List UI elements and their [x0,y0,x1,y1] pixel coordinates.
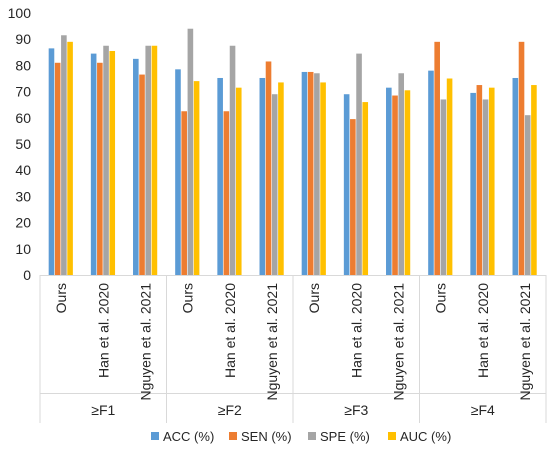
x-tick-label: Han et al. 2020 [222,283,238,378]
bar [181,111,187,275]
bar [133,58,139,275]
bar [278,82,284,276]
bar [531,85,537,275]
bar [175,69,181,275]
x-tick-label: Nguyen et al. 2021 [137,283,153,401]
bar [301,71,308,275]
x-tick-label: Ours [53,283,69,313]
legend-swatch [151,432,159,440]
bar [314,73,320,275]
legend-swatch [388,432,396,440]
bar [362,102,369,275]
bar [151,45,158,275]
x-tick-label: Han et al. 2020 [475,283,491,378]
bar [524,115,531,276]
x-tick-label: Ours [433,283,449,313]
y-tick-label: 10 [15,241,31,257]
y-tick-label: 60 [15,110,31,126]
bar [404,90,411,275]
bar [103,45,109,275]
bar [48,48,55,276]
bar [97,62,103,275]
legend-label: AUC (%) [400,429,451,444]
y-tick-label: 0 [23,267,31,283]
x-tick-label: Han et al. 2020 [95,283,111,378]
y-tick-label: 90 [15,31,31,47]
legend: ACC (%) SEN (%) SPE (%) AUC (%) [151,429,451,444]
bar [482,99,489,276]
y-tick-label: 70 [15,84,31,100]
bar [434,41,440,275]
y-tick-label: 80 [15,57,31,73]
bar [271,94,278,275]
bar [470,92,476,275]
x-tick-label: Nguyen et al. 2021 [264,283,280,401]
bar [356,53,362,275]
bar [512,77,519,275]
bar [235,87,242,275]
group-label: ≥F2 [218,402,242,418]
legend-label: SEN (%) [241,429,292,444]
legend-swatch [229,432,237,440]
x-axis: Ours Han et al. 2020 Nguyen et al. 2021 Our… [39,275,547,423]
bar [386,87,392,275]
bar [90,53,97,275]
y-tick-label: 40 [15,162,31,178]
x-tick-label: Nguyen et al. 2021 [390,283,406,401]
bar [193,81,200,276]
legend-label: SPE (%) [320,429,370,444]
bar [145,45,152,275]
y-axis: 0 10 20 30 40 50 60 70 80 90 100 [8,5,32,283]
bar [343,94,350,275]
bar [61,35,67,275]
x-tick-label: Ours [180,283,196,313]
x-tick-label: Nguyen et al. 2021 [517,283,533,401]
bar [259,77,266,275]
y-tick-label: 100 [8,5,32,21]
bar [476,85,483,275]
group-label: ≥F4 [471,402,495,418]
bar [223,111,230,275]
legend-swatch [308,432,316,440]
bar [307,71,314,275]
bar [54,62,61,275]
bar [320,82,326,276]
bar [217,77,223,275]
y-tick-label: 30 [15,188,31,204]
bar [488,87,495,275]
bar [428,70,434,275]
bar [265,61,272,275]
legend-label: ACC (%) [163,429,214,444]
bar [446,78,453,275]
bar [518,41,525,275]
bar [67,41,73,275]
bars [48,28,537,276]
group-label: ≥F3 [344,402,368,418]
x-tick-label: Ours [306,283,322,313]
bar [440,99,447,276]
bar [187,28,194,275]
bar [109,50,116,275]
group-label: ≥F1 [91,402,115,418]
bar [350,119,356,275]
y-tick-label: 50 [15,136,31,152]
x-tick-label: Han et al. 2020 [348,283,364,378]
y-tick-label: 20 [15,215,31,231]
bar [398,73,405,275]
bar [229,45,236,275]
bar [392,95,398,275]
bar [139,74,145,275]
